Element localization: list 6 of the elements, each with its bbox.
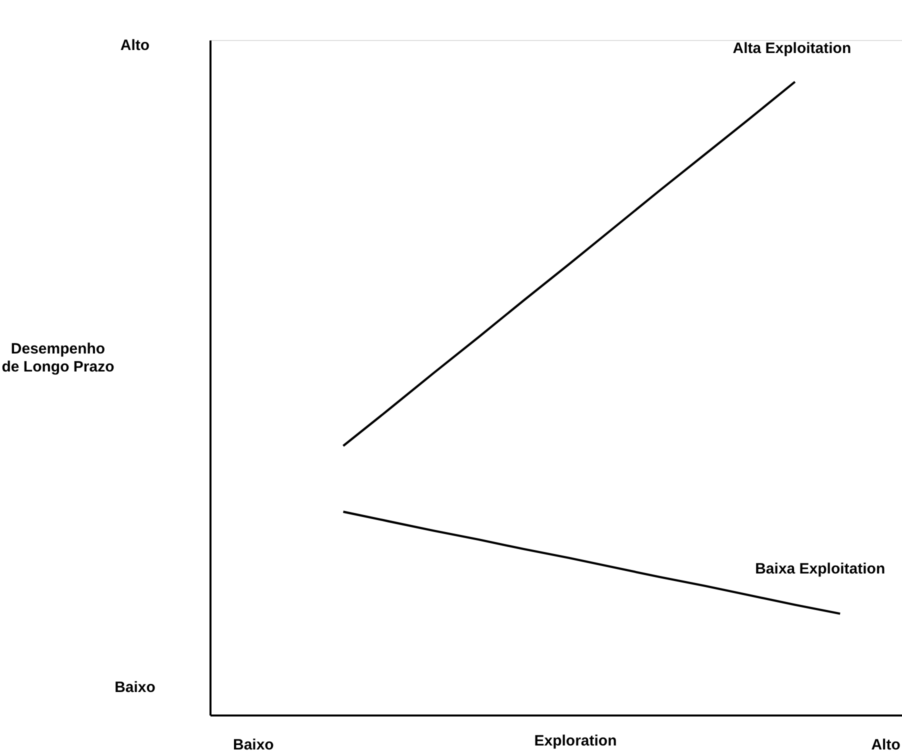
text: Desempenho de Longo Prazo [2, 340, 114, 376]
text: Alto [120, 37, 150, 54]
text: Baixo [114, 679, 156, 696]
series-label: Baixa Exploitation [755, 560, 886, 578]
x-axis-title: Exploration [534, 732, 617, 750]
text: Alta Exploitation [732, 40, 852, 57]
